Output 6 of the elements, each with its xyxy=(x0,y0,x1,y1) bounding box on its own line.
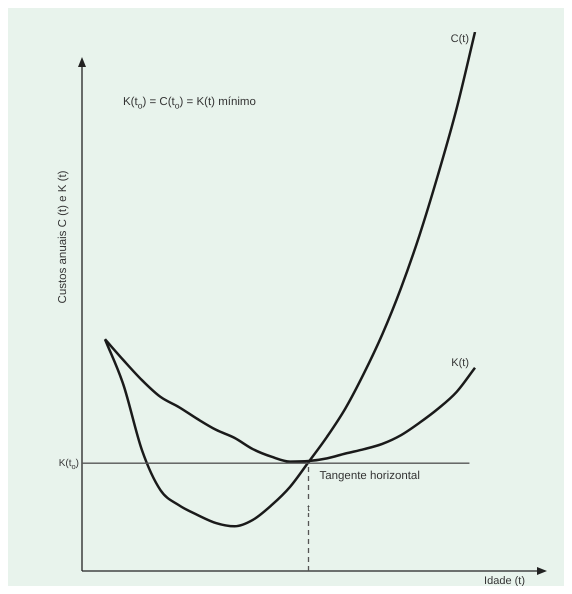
annotation: t xyxy=(307,503,310,513)
y-axis-title: Custos anuais C (t) e K (t) xyxy=(57,170,69,304)
series-label: K(t) xyxy=(451,356,470,369)
x-axis-title: Idade (t) xyxy=(484,575,526,587)
annotation: Tangente horizontal xyxy=(320,470,420,482)
series-label: C(t) xyxy=(450,33,469,45)
